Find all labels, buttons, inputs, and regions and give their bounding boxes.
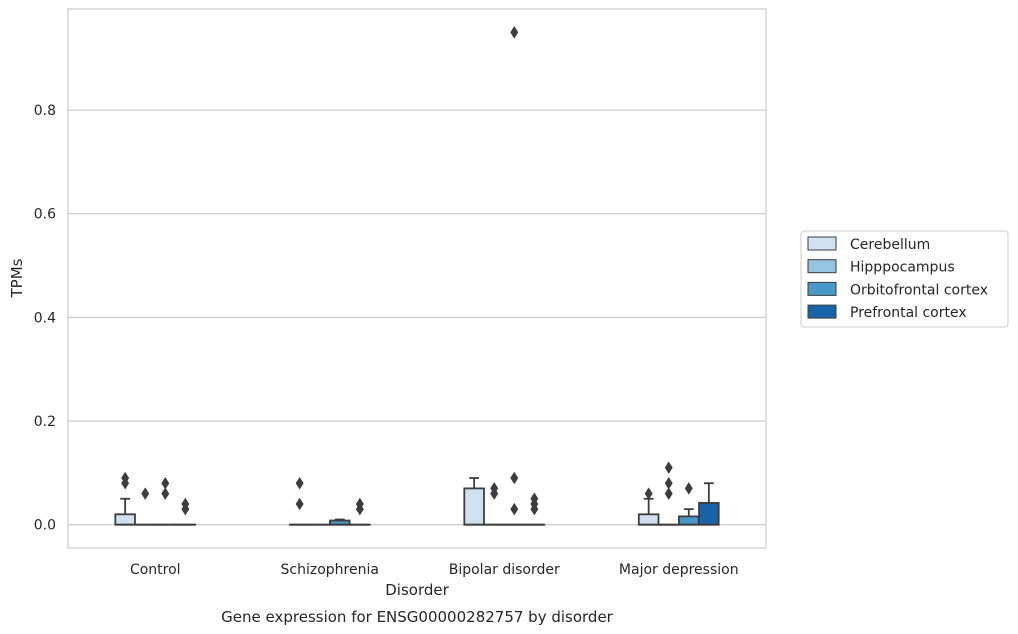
outlier-point <box>664 476 673 490</box>
outlier-point <box>510 26 519 39</box>
y-tick-label: 0.4 <box>34 310 56 326</box>
box-prefrontal-cortex <box>349 497 371 526</box>
box-hipppocampus <box>134 487 156 526</box>
box-body <box>114 513 136 526</box>
y-tick-label: 0.8 <box>34 103 56 119</box>
outlier-point <box>490 482 499 495</box>
legend-swatch <box>807 281 837 296</box>
y-tick-label: 0.6 <box>34 207 56 223</box>
outlier-point <box>295 476 304 490</box>
box-cerebellum <box>463 477 485 526</box>
outlier-point <box>530 492 539 506</box>
outlier-point <box>510 502 519 516</box>
outlier-point <box>510 471 519 485</box>
gridlines <box>68 109 766 526</box>
x-tick-label: Major depression <box>619 562 739 578</box>
box-body <box>637 513 660 526</box>
legend-label: Prefrontal cortex <box>850 305 967 321</box>
box-body <box>678 515 700 526</box>
box-cerebellum <box>288 476 311 526</box>
outlier-point <box>295 497 304 511</box>
box-orbitofrontal-cortex <box>329 518 351 526</box>
box-hipppocampus <box>483 482 505 526</box>
legend-label: Hipppocampus <box>850 260 955 276</box>
outlier-point <box>161 487 170 500</box>
legend: Cerebellum Hipppocampus Orbitofrontal cort… <box>800 230 1009 328</box>
chart-title: Gene expression for ENSG00000282757 by d… <box>221 608 614 626</box>
box-orbitofrontal-cortex <box>503 26 526 526</box>
y-tick-label: 0.0 <box>34 518 56 534</box>
legend-label: Orbitofrontal cortex <box>850 282 988 298</box>
legend-label: Cerebellum <box>850 237 930 253</box>
outlier-point <box>664 461 673 474</box>
box-orbitofrontal-cortex <box>678 482 700 526</box>
legend-swatch <box>807 304 837 319</box>
x-tick-label: Bipolar disorder <box>449 562 560 578</box>
box-prefrontal-cortex <box>174 497 197 526</box>
outlier-point <box>161 476 170 490</box>
x-axis-label: Disorder <box>385 581 449 599</box>
legend-swatch <box>807 236 837 251</box>
outlier-point <box>121 471 130 485</box>
x-tick-label: Schizophrenia <box>281 562 379 578</box>
plot-frame <box>67 8 767 549</box>
outlier-point <box>181 497 190 511</box>
outlier-point <box>355 497 364 511</box>
box-prefrontal-cortex <box>523 492 546 526</box>
box-prefrontal-cortex <box>698 482 720 526</box>
outlier-point <box>664 487 673 500</box>
box-cerebellum <box>114 471 136 526</box>
box-body <box>698 502 720 526</box>
box-body <box>463 487 485 526</box>
x-tick-labels: Control Schizophrenia Bipolar disorder Majo… <box>130 562 739 578</box>
box-orbitofrontal-cortex <box>154 476 177 526</box>
outlier-point <box>684 482 693 495</box>
legend-frame <box>800 230 1009 328</box>
legend-swatch <box>807 259 837 274</box>
outlier-point <box>644 487 653 500</box>
y-tick-labels: 0.0 0.2 0.4 0.6 0.8 <box>34 103 56 534</box>
box-layer <box>114 26 720 526</box>
box-hipppocampus <box>657 461 680 526</box>
x-tick-label: Control <box>130 562 181 578</box>
y-tick-label: 0.2 <box>34 414 56 430</box>
y-axis-label: TPMs <box>8 258 26 298</box>
box-cerebellum <box>637 487 660 526</box>
outlier-point <box>141 487 150 500</box>
